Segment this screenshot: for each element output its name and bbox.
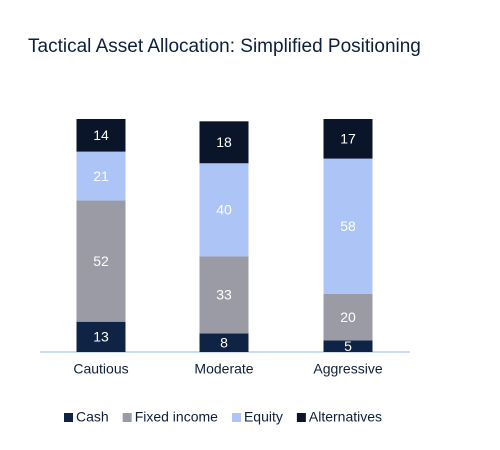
value-label: 52 — [93, 253, 109, 269]
value-label: 17 — [340, 131, 356, 147]
bar-segment — [199, 333, 249, 352]
x-tick-label: Moderate — [194, 361, 253, 377]
value-label: 58 — [340, 218, 356, 234]
legend-swatch — [296, 413, 306, 422]
chart-title: Tactical Asset Allocation: Simplified Po… — [28, 36, 421, 57]
value-label: 33 — [216, 287, 232, 303]
legend-swatch — [122, 413, 132, 422]
bar-segment — [76, 151, 126, 201]
x-tick-label: Cautious — [73, 361, 128, 377]
bar-segment — [76, 321, 126, 352]
bar-segment — [76, 200, 126, 322]
bar-segment — [323, 293, 373, 341]
legend-label: Cash — [76, 409, 109, 425]
bar-segment — [323, 119, 373, 159]
legend-label: Equity — [244, 409, 283, 425]
value-label: 40 — [216, 202, 232, 218]
bar-segment — [199, 121, 249, 164]
value-label: 13 — [93, 329, 109, 345]
value-label: 5 — [344, 338, 352, 354]
value-label: 18 — [216, 134, 232, 150]
bar-segment — [323, 158, 373, 294]
bar-segment — [199, 256, 249, 334]
bar-segment — [199, 163, 249, 257]
bar-segment — [76, 119, 126, 152]
legend-label: Fixed income — [135, 409, 218, 425]
x-tick-label: Aggressive — [313, 361, 382, 377]
value-label: 20 — [340, 309, 356, 325]
legend-swatch — [64, 413, 73, 422]
legend-swatch — [231, 413, 241, 422]
value-label: 14 — [93, 127, 109, 143]
legend-label: Alternatives — [309, 409, 382, 425]
value-label: 8 — [220, 334, 228, 350]
bar-segment — [323, 340, 373, 352]
value-label: 21 — [93, 168, 109, 184]
